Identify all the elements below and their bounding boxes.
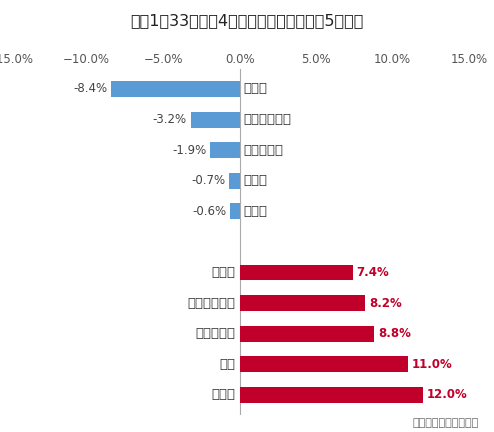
Text: 空運業: 空運業: [244, 83, 267, 95]
Text: -0.7%: -0.7%: [191, 174, 225, 187]
Text: 7.4%: 7.4%: [357, 266, 389, 279]
Text: -8.4%: -8.4%: [73, 83, 107, 95]
Text: 海運業: 海運業: [212, 388, 236, 401]
Text: -1.9%: -1.9%: [172, 144, 206, 157]
Bar: [111, 81, 240, 97]
Text: 11.0%: 11.0%: [412, 358, 453, 371]
Bar: [229, 173, 240, 189]
Bar: [240, 264, 353, 280]
Text: 8.2%: 8.2%: [369, 297, 402, 310]
Text: -0.6%: -0.6%: [193, 205, 227, 218]
Text: 陸運業: 陸運業: [244, 205, 267, 218]
Bar: [230, 203, 240, 219]
Text: パルプ・紙: パルプ・紙: [244, 144, 284, 157]
Text: 食料品: 食料品: [244, 174, 267, 187]
Text: 12.0%: 12.0%: [427, 388, 468, 401]
Bar: [240, 326, 374, 342]
Text: 医薬品: 医薬品: [212, 266, 236, 279]
Bar: [240, 295, 365, 311]
Text: -3.2%: -3.2%: [153, 113, 187, 126]
Text: 東証1郥33業種　4月騰落率（上位、下位5業種）: 東証1郥33業種 4月騰落率（上位、下位5業種）: [130, 13, 364, 28]
Text: 8.8%: 8.8%: [378, 327, 411, 340]
Text: サービス業: サービス業: [196, 327, 236, 340]
Bar: [240, 356, 408, 372]
Text: 鉱業: 鉱業: [220, 358, 236, 371]
Bar: [240, 387, 423, 403]
Text: 情報・通信業: 情報・通信業: [188, 297, 236, 310]
Text: 出所：ブルームバーグ: 出所：ブルームバーグ: [413, 418, 479, 428]
Bar: [191, 111, 240, 127]
Bar: [210, 142, 240, 158]
Text: 電気・ガス業: 電気・ガス業: [244, 113, 291, 126]
